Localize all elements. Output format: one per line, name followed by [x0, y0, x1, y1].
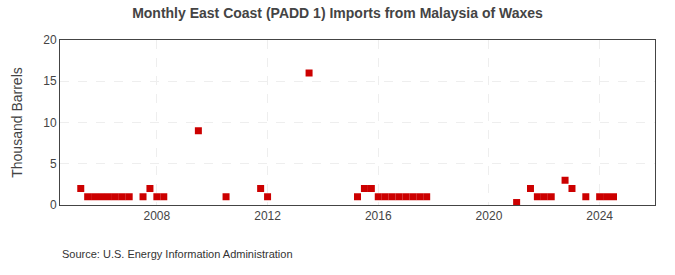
- svg-text:Source: U.S. Energy Informatio: Source: U.S. Energy Information Administ…: [62, 248, 293, 260]
- svg-text:5: 5: [50, 157, 57, 171]
- svg-text:2024: 2024: [586, 209, 613, 223]
- svg-text:2020: 2020: [476, 209, 503, 223]
- svg-text:15: 15: [43, 74, 57, 88]
- svg-text:Thousand Barrels: Thousand Barrels: [9, 67, 25, 178]
- svg-text:Monthly East Coast (PADD 1) Im: Monthly East Coast (PADD 1) Imports from…: [132, 5, 543, 21]
- svg-text:2012: 2012: [254, 209, 281, 223]
- svg-text:20: 20: [43, 33, 57, 47]
- svg-text:2016: 2016: [365, 209, 392, 223]
- svg-text:0: 0: [50, 198, 57, 212]
- svg-text:10: 10: [43, 116, 57, 130]
- svg-text:2008: 2008: [144, 209, 171, 223]
